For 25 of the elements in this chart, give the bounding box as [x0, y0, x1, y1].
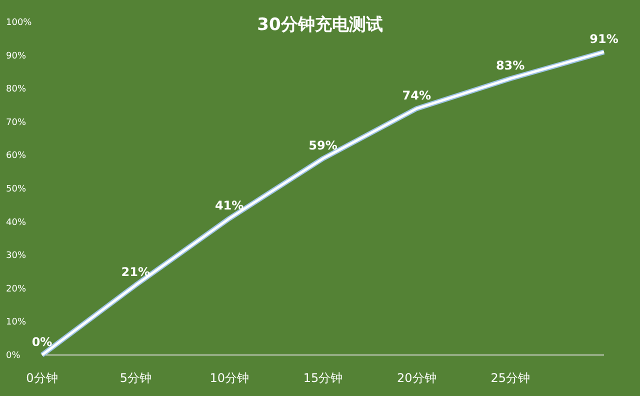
y-tick-label: 60% — [6, 151, 26, 162]
data-label: 21% — [121, 265, 150, 280]
y-tick-label: 70% — [6, 118, 26, 128]
y-tick-label: 30% — [6, 251, 26, 262]
x-tick-label: 10分钟 — [210, 371, 249, 385]
chart-title: 30分钟充电测试 — [257, 15, 383, 35]
y-tick-label: 80% — [6, 84, 26, 95]
data-label: 41% — [214, 198, 244, 212]
data-label: 59% — [308, 138, 338, 153]
y-tick-label: 100% — [6, 18, 32, 28]
y-tick-label: 50% — [6, 184, 26, 194]
y-tick-label: 90% — [6, 51, 26, 62]
x-tick-label: 25分钟 — [490, 371, 530, 385]
y-tick-label: 40% — [6, 218, 26, 228]
data-label: 0% — [32, 335, 52, 349]
data-label: 74% — [402, 88, 432, 103]
data-label: 83% — [496, 58, 525, 73]
data-label: 91% — [590, 32, 618, 46]
x-tick-label: 0分钟 — [26, 371, 58, 385]
y-tick-label: 10% — [6, 318, 26, 328]
y-tick-label: 0% — [6, 351, 21, 361]
x-tick-label: 20分钟 — [397, 371, 436, 385]
y-tick-label: 20% — [6, 284, 26, 294]
x-tick-label: 5分钟 — [120, 371, 152, 385]
x-tick-label: 15分钟 — [303, 371, 343, 385]
